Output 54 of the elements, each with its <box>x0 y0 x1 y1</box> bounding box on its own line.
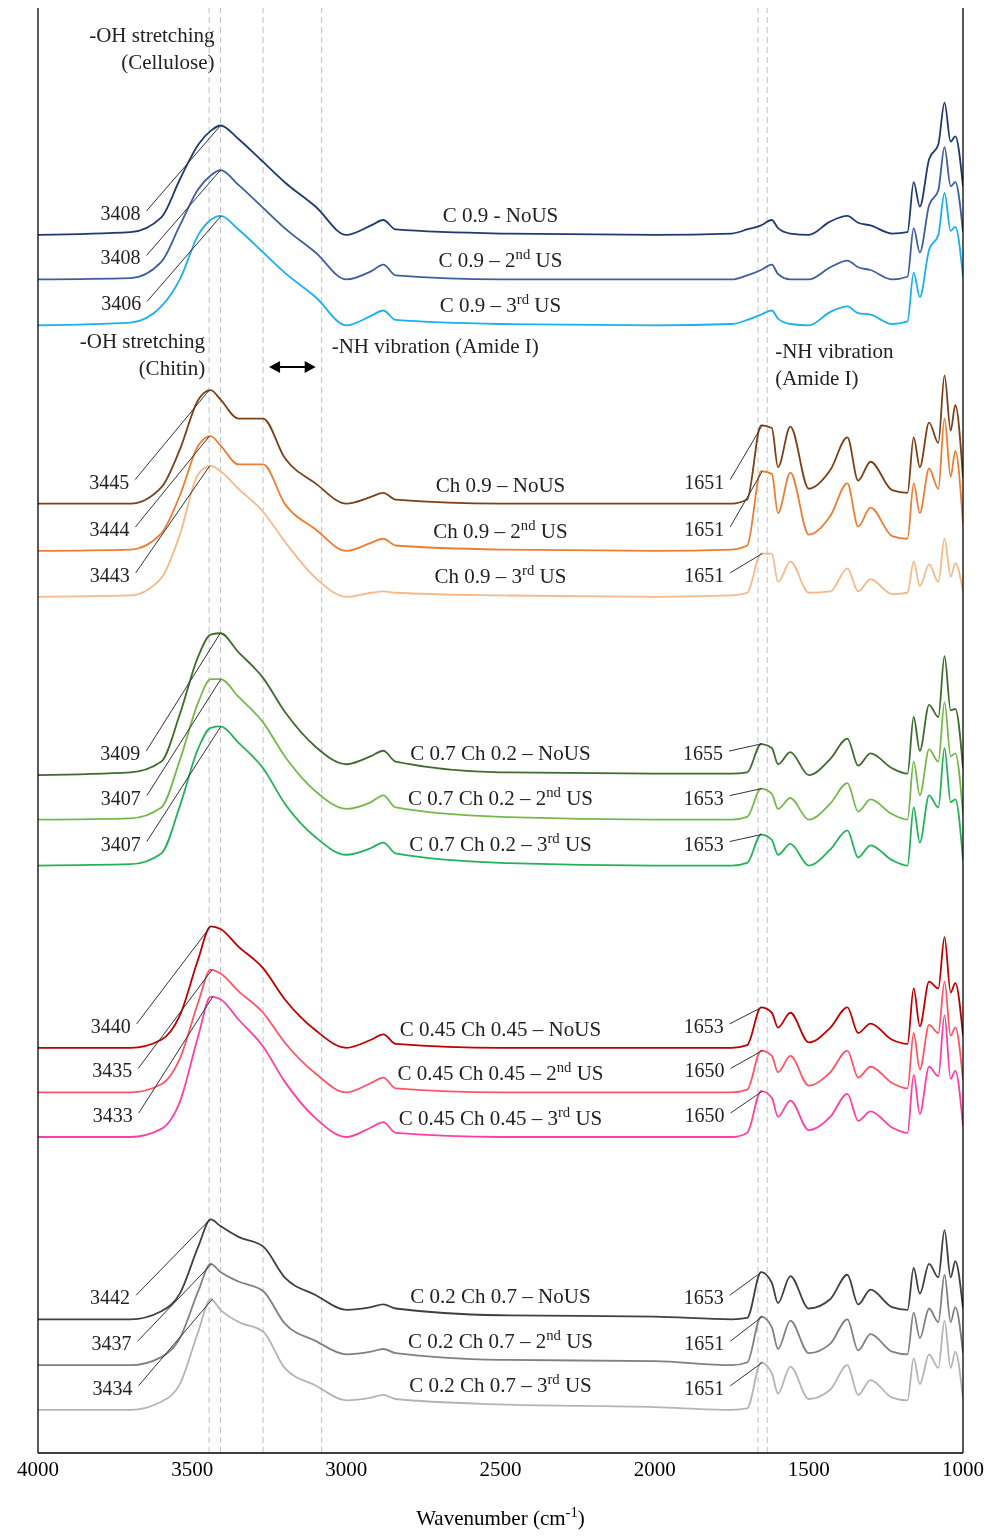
annotation: 3406 <box>101 292 142 315</box>
series-label: C 0.2 Ch 0.7 – 2$^{nd}$ US <box>407 1326 594 1353</box>
annotation: 1653 <box>683 1014 724 1037</box>
annotation: 3408 <box>100 246 141 269</box>
x-tick-label: 4000 <box>17 1456 59 1481</box>
series-label: C 0.45 Ch 0.45 – NoUS <box>399 1016 602 1041</box>
series-label: C 0.9 – 3$^{rd}$ US <box>439 291 562 318</box>
annotation: 1653 <box>683 786 724 809</box>
annotation: 1650 <box>684 1059 725 1082</box>
series-label: C 0.9 - NoUS <box>442 202 559 227</box>
annotation: 1651 <box>684 563 725 586</box>
annotation: 1653 <box>683 1286 724 1309</box>
x-tick-label: 1500 <box>787 1456 830 1481</box>
series-label: C 0.45 Ch 0.45 – 3$^{rd}$ US <box>398 1103 603 1130</box>
series-label: C 0.45 Ch 0.45 – 2$^{nd}$ US <box>397 1059 604 1086</box>
series-label: C 0.7 Ch 0.2 – 2$^{nd}$ US <box>407 783 594 810</box>
ref-line-label: -OH stretching (Chitin) <box>79 329 206 380</box>
ref-line-label: -NH vibration (Amide I) <box>775 339 895 390</box>
annotation: 3442 <box>90 1286 131 1309</box>
annotation: 1653 <box>683 832 724 855</box>
annotation: 1655 <box>683 742 724 765</box>
series-label: C 0.2 Ch 0.7 – NoUS <box>410 1284 591 1309</box>
annotation: 1651 <box>684 470 725 493</box>
annotation: 1651 <box>684 1376 725 1399</box>
annotation: 3407 <box>100 832 141 855</box>
series-label: C 0.7 Ch 0.2 – NoUS <box>410 741 591 766</box>
series-label: Ch 0.9 – 3$^{rd}$ US <box>434 562 567 589</box>
annotation: 3445 <box>89 470 130 493</box>
ref-line-label: -OH stretching (Cellulose) <box>89 23 216 74</box>
series-label: C 0.7 Ch 0.2 – 3$^{rd}$ US <box>409 829 592 856</box>
annotation: 3444 <box>89 517 130 540</box>
annotation: 3443 <box>89 563 130 586</box>
annotation: 1651 <box>684 517 725 540</box>
annotation: 3409 <box>100 742 141 765</box>
x-tick-label: 3500 <box>171 1456 214 1481</box>
series-label: C 0.9 – 2$^{nd}$ US <box>438 246 563 273</box>
annotation: 3434 <box>92 1376 133 1399</box>
annotation: 3433 <box>92 1103 133 1126</box>
series-label: C 0.2 Ch 0.7 – 3$^{rd}$ US <box>409 1371 592 1398</box>
series-label: Ch 0.9 – NoUS <box>435 472 566 497</box>
x-tick-label: 3000 <box>325 1456 368 1481</box>
series-label: Ch 0.9 – 2$^{nd}$ US <box>433 516 568 543</box>
x-axis-title: Wavenumber (cm$^{-1}$) <box>416 1504 585 1530</box>
annotation: 3407 <box>100 786 141 809</box>
annotation: 3437 <box>91 1332 132 1355</box>
ref-line-label: -NH vibration (Amide I) <box>331 334 539 358</box>
x-tick-label: 2500 <box>479 1456 522 1481</box>
x-tick-label: 2000 <box>633 1456 676 1481</box>
annotation: 3440 <box>90 1014 131 1037</box>
annotation: 1650 <box>684 1103 725 1126</box>
x-tick-label: 1000 <box>942 1456 984 1481</box>
annotation: 3435 <box>92 1059 133 1082</box>
annotation: 3408 <box>100 201 141 224</box>
annotation: 1651 <box>684 1332 725 1355</box>
